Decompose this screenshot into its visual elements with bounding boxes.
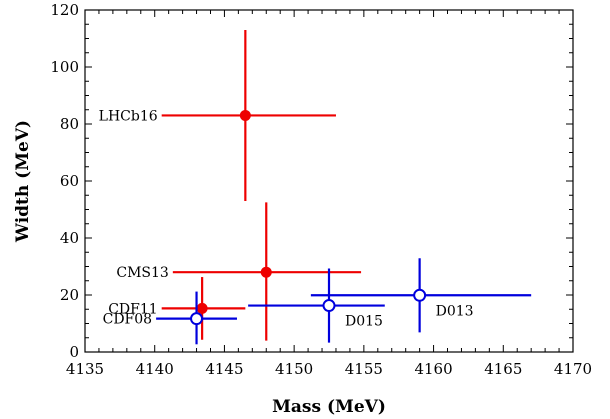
marker <box>322 299 336 313</box>
data-point-cdf11: CDF11 <box>108 277 246 340</box>
point-label: D013 <box>436 303 474 319</box>
point-label: D015 <box>345 314 383 330</box>
x-tick-label: 4165 <box>484 360 522 378</box>
y-tick-label: 100 <box>50 58 79 76</box>
y-axis-title: Width (MeV) <box>13 120 33 243</box>
data-point-cms13: CMS13 <box>116 202 362 341</box>
x-tick-label: 4135 <box>66 360 104 378</box>
data-point-d013: D013 <box>310 258 532 333</box>
x-tick-label: 4140 <box>136 360 174 378</box>
marker <box>196 302 208 314</box>
x-tick-label: 4160 <box>414 360 452 378</box>
marker <box>260 266 272 278</box>
data-point-cdf08: CDF08 <box>103 291 237 345</box>
x-tick-label: 4170 <box>554 360 592 378</box>
axis-ticks: 4135 4140 4145 4150 4155 4160 4165 4170 0 20 40 60 8… <box>50 1 592 378</box>
marker <box>239 109 251 121</box>
y-tick-label: 60 <box>60 172 79 190</box>
data-point-lhcb16: LHCb16 <box>99 29 336 201</box>
point-label: LHCb16 <box>99 108 158 124</box>
x-tick-label: 4150 <box>275 360 313 378</box>
data-point-d015: D015 <box>248 268 385 343</box>
marker <box>190 312 204 326</box>
y-tick-label: 80 <box>60 115 79 133</box>
y-tick-label: 0 <box>69 343 79 361</box>
x-axis-title: Mass (MeV) <box>272 397 386 417</box>
y-tick-label: 120 <box>50 1 79 19</box>
point-label: CMS13 <box>116 265 168 281</box>
y-tick-label: 40 <box>60 229 79 247</box>
point-label: CDF11 <box>108 301 157 317</box>
y-tick-label: 20 <box>60 286 79 304</box>
point-label: CDF08 <box>103 312 152 328</box>
x-tick-label: 4155 <box>345 360 383 378</box>
x-tick-label: 4145 <box>205 360 243 378</box>
marker <box>413 288 427 302</box>
